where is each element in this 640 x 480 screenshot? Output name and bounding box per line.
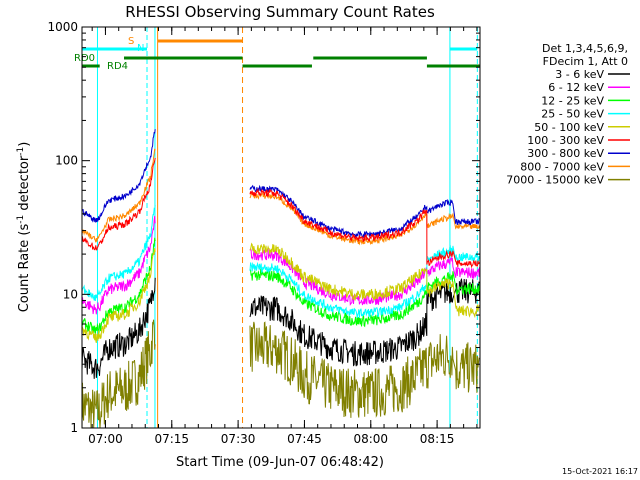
legend-entry-label: 3 - 6 keV bbox=[555, 68, 604, 81]
chart-title: RHESSI Observing Summary Count Rates bbox=[125, 3, 435, 21]
y-tick-label: 1000 bbox=[47, 20, 78, 34]
x-tick-label: 07:30 bbox=[221, 432, 256, 446]
legend-entry-label: 7000 - 15000 keV bbox=[506, 174, 604, 187]
series-line-7 bbox=[81, 129, 480, 239]
x-tick-label: 07:00 bbox=[88, 432, 123, 446]
legend-entry-label: 6 - 12 keV bbox=[548, 81, 604, 94]
plot-area: SN RD0 RD4 bbox=[74, 27, 481, 429]
y-tick-label: 1 bbox=[70, 421, 78, 435]
series-line-9 bbox=[81, 319, 480, 429]
legend-entry-label: 100 - 300 keV bbox=[527, 134, 604, 147]
timestamp: 15-Oct-2021 16:17 bbox=[562, 467, 638, 476]
plot-frame bbox=[81, 26, 481, 429]
axes: 1 10 100 1000 07:00 07:15 07:30 07:45 08:00 08:15 bbox=[47, 20, 481, 446]
legend-entry-label: 25 - 50 keV bbox=[541, 108, 604, 121]
series-line-6 bbox=[81, 157, 480, 269]
flag-label-n: N bbox=[137, 43, 144, 54]
x-tick-label: 07:45 bbox=[287, 432, 322, 446]
series-line-5 bbox=[81, 242, 480, 344]
legend-header-line-2: FDecim 1, Att 0 bbox=[543, 55, 628, 68]
series-line-1 bbox=[81, 277, 481, 379]
x-axis-label: Start Time (09-Jun-07 06:48:42) bbox=[176, 455, 384, 470]
legend-entry-label: 800 - 7000 keV bbox=[520, 160, 604, 173]
x-tick-label: 07:15 bbox=[154, 432, 189, 446]
y-tick-label: 100 bbox=[55, 154, 78, 168]
legend: Det 1,3,4,5,6,9, FDecim 1, Att 0 3 - 6 k… bbox=[506, 42, 630, 187]
legend-entry-label: 300 - 800 keV bbox=[527, 147, 604, 160]
legend-entry-label: 12 - 25 keV bbox=[541, 94, 604, 107]
flag-label-rd4: RD4 bbox=[107, 61, 128, 72]
legend-header-line-1: Det 1,3,4,5,6,9, bbox=[542, 42, 628, 55]
legend-entry-label: 50 - 100 keV bbox=[534, 121, 604, 134]
y-axis-label: Count Rate (s-1 detector-1) bbox=[16, 142, 32, 313]
flag-label-s: S bbox=[128, 36, 134, 47]
x-tick-label: 08:15 bbox=[420, 432, 455, 446]
y-tick-label: 10 bbox=[63, 287, 78, 301]
flag-label-rd0: RD0 bbox=[74, 53, 95, 64]
x-tick-label: 08:00 bbox=[353, 432, 388, 446]
